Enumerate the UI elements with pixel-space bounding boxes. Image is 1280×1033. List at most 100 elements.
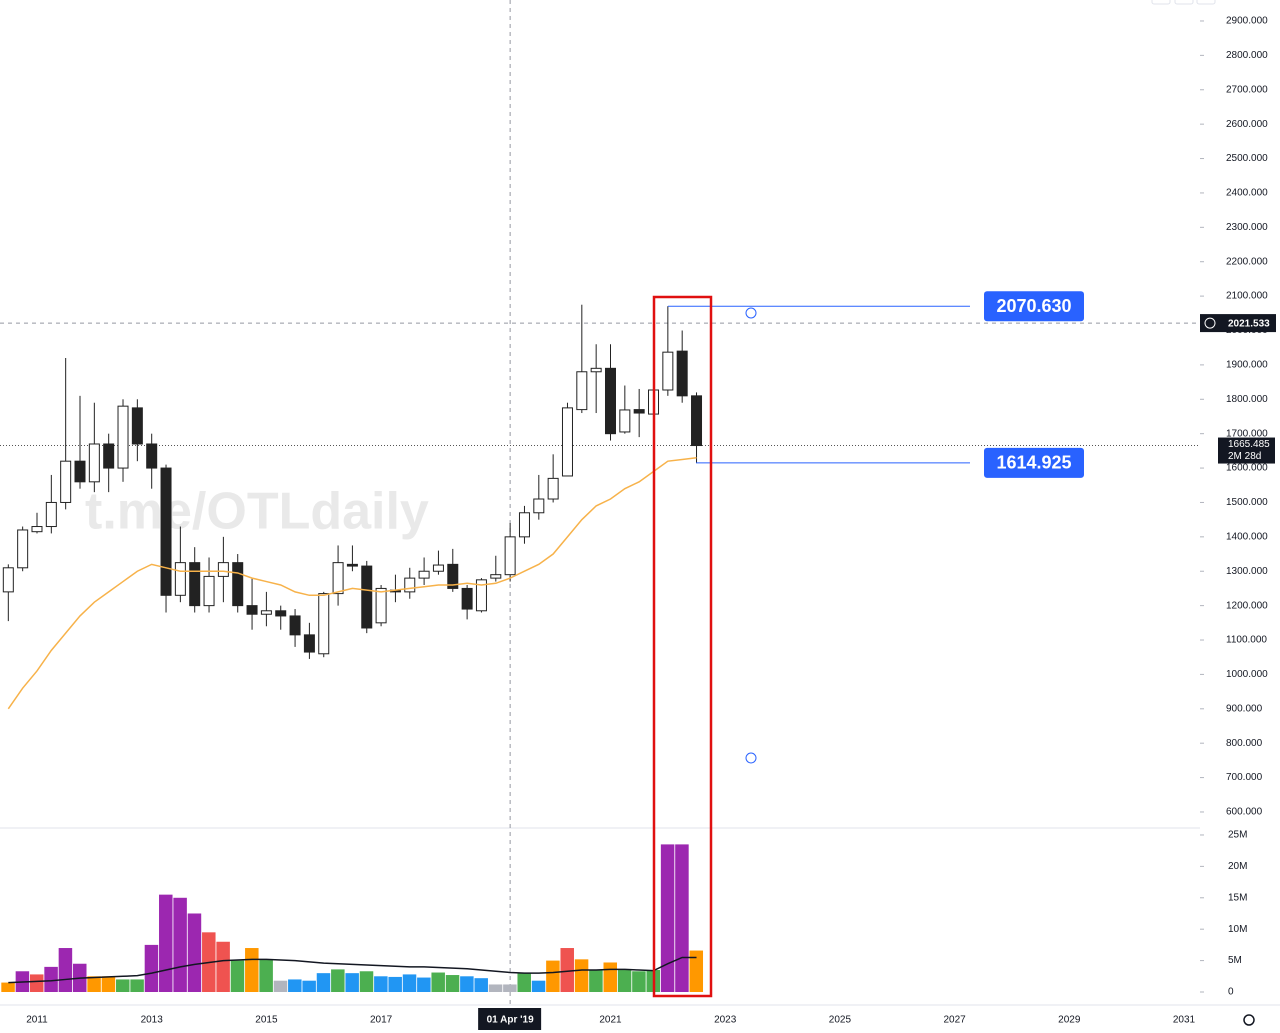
x-tick-label: 2023 <box>714 1015 737 1026</box>
volume-bar <box>116 979 130 992</box>
candle-body <box>432 564 444 572</box>
y-tick-label: 2300.000 <box>1226 222 1268 233</box>
toolbar-button[interactable] <box>1196 0 1216 5</box>
volume-bar <box>445 975 460 992</box>
add-alert-button[interactable] <box>1204 317 1216 329</box>
y-tick-label: 1500.000 <box>1226 497 1268 508</box>
candle-body <box>619 409 631 433</box>
countdown-label: 2M 28d <box>1228 451 1261 462</box>
y-tick-label: 1100.000 <box>1226 635 1267 646</box>
volume-bar <box>216 941 230 992</box>
candle-body <box>117 405 129 469</box>
volume-bar <box>431 972 445 992</box>
candle-body <box>518 512 530 538</box>
candle-body <box>17 529 29 569</box>
candle-body <box>246 605 258 615</box>
y-tick-label: 600.000 <box>1226 807 1263 818</box>
highlight-box <box>652 295 713 998</box>
candle-body <box>60 460 72 503</box>
volume-bar <box>130 979 144 992</box>
y-tick-label: 15M <box>1228 892 1247 903</box>
y-tick-label: 800.000 <box>1226 738 1263 749</box>
drawing-handle[interactable] <box>745 752 757 764</box>
candle-body <box>88 443 100 483</box>
volume-bar <box>316 973 331 992</box>
volume-bar <box>388 976 402 992</box>
toolbar-button[interactable] <box>1174 0 1194 5</box>
x-tick-label: 2027 <box>943 1015 966 1026</box>
volume-bar <box>29 974 44 992</box>
candle-body <box>461 587 473 610</box>
candle-body <box>289 615 301 636</box>
candle-body <box>576 371 588 411</box>
candle-body <box>533 498 545 514</box>
y-tick-label: 0 <box>1228 987 1234 998</box>
candle-body <box>131 407 143 445</box>
x-tick-label: 2017 <box>370 1015 393 1026</box>
x-tick-label: 2029 <box>1058 1015 1081 1026</box>
volume-bar <box>44 966 58 992</box>
volume-bar <box>259 959 273 992</box>
volume-bar <box>58 948 73 992</box>
y-tick-label: 1900.000 <box>1226 360 1268 371</box>
volume-bar <box>503 984 517 992</box>
candle-body <box>346 563 358 567</box>
candle-body <box>547 477 559 500</box>
volume-bar <box>331 969 345 992</box>
level-label-box <box>984 291 1084 322</box>
x-tick-label: 2031 <box>1173 1015 1196 1026</box>
candle-body <box>691 395 703 447</box>
y-tick-label: 2500.000 <box>1226 153 1268 164</box>
candle-body <box>404 577 416 593</box>
crosshair-x-box <box>478 1008 542 1030</box>
y-tick-label: 2200.000 <box>1226 256 1268 267</box>
last-price-label: 1665.485 <box>1228 439 1270 450</box>
crosshair-y-box <box>1200 314 1276 333</box>
volume-bar <box>474 978 488 992</box>
volume-bar <box>159 894 173 992</box>
y-tick-label: 1700.000 <box>1226 428 1268 439</box>
volume-bar <box>187 913 202 992</box>
x-tick-label: 2015 <box>255 1015 278 1026</box>
candle-body <box>232 562 244 607</box>
y-tick-label: 2600.000 <box>1226 119 1268 130</box>
x-tick-label: 2025 <box>829 1015 852 1026</box>
candle-body <box>662 351 674 391</box>
drawing-handle[interactable] <box>745 307 757 319</box>
y-tick-label: 900.000 <box>1226 703 1263 714</box>
level-label: 2070.630 <box>996 296 1071 316</box>
volume-bar <box>546 960 560 992</box>
y-tick-label: 20M <box>1228 861 1247 872</box>
level-label-box <box>984 447 1084 478</box>
candle-body <box>676 350 688 397</box>
y-tick-label: 2400.000 <box>1226 188 1268 199</box>
y-tick-label: 1300.000 <box>1226 566 1268 577</box>
settings-button[interactable] <box>1243 1014 1255 1026</box>
candle-body <box>447 563 459 589</box>
candle-body <box>174 562 186 596</box>
candle-body <box>303 634 315 653</box>
volume-average <box>8 956 697 984</box>
y-tick-label: 1800.000 <box>1226 394 1268 405</box>
y-tick-label: 5M <box>1228 955 1242 966</box>
candle-body <box>189 562 201 607</box>
candle-body <box>45 501 57 528</box>
candle-body <box>490 574 502 579</box>
y-tick-label: 2700.000 <box>1226 84 1268 95</box>
toolbar-button[interactable] <box>1151 0 1171 5</box>
candle-body <box>504 536 516 576</box>
y-tick-label: 2100.000 <box>1226 291 1268 302</box>
volume-bar <box>517 973 531 992</box>
volume-bar <box>417 977 431 992</box>
candle-body <box>361 565 373 629</box>
candle-body <box>318 593 330 655</box>
y-tick-label: 700.000 <box>1226 772 1263 783</box>
volume-bar <box>589 970 603 992</box>
candle-body <box>203 575 215 607</box>
volume-bar <box>488 984 503 992</box>
watermark: t.me/OTLdaily <box>85 483 429 541</box>
candle-body <box>160 467 172 596</box>
